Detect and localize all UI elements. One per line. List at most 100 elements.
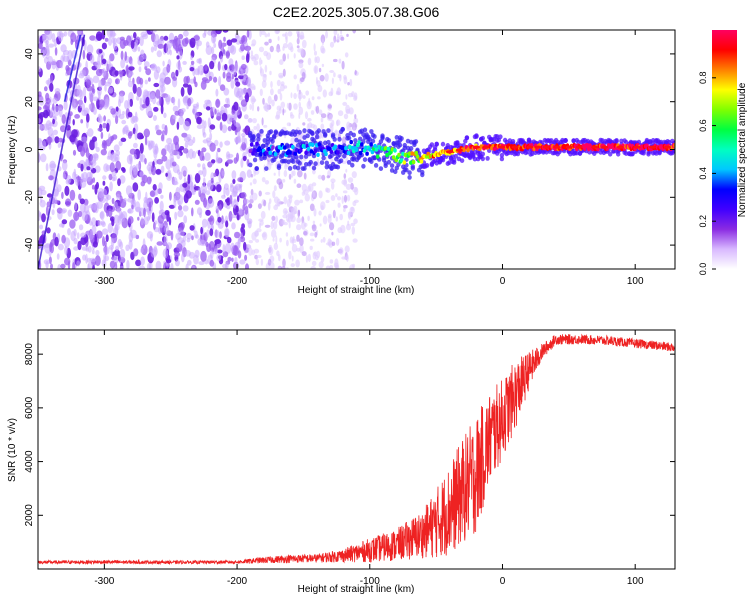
noise-blob bbox=[112, 175, 117, 181]
noise-blob bbox=[337, 202, 341, 208]
noise-blob bbox=[312, 191, 315, 198]
noise-blob bbox=[301, 221, 306, 230]
y-tick-label: 2000 bbox=[24, 504, 35, 527]
noise-blob bbox=[228, 58, 234, 66]
noise-blob bbox=[217, 147, 221, 153]
noise-blob bbox=[259, 30, 262, 37]
noise-blob bbox=[73, 211, 80, 221]
x-tick-label: -300 bbox=[94, 576, 114, 587]
noise-blob bbox=[298, 94, 301, 102]
noise-blob bbox=[54, 136, 60, 144]
noise-blob bbox=[328, 114, 333, 122]
noise-blob bbox=[90, 203, 97, 210]
x-tick-label: 100 bbox=[627, 276, 644, 287]
noise-blob bbox=[290, 114, 295, 119]
noise-blob bbox=[339, 213, 344, 221]
noise-blob bbox=[131, 204, 134, 210]
noise-blob bbox=[320, 205, 324, 211]
noise-blob bbox=[198, 170, 203, 176]
noise-blob bbox=[238, 75, 245, 80]
noise-blob bbox=[83, 95, 87, 104]
noise-blob bbox=[77, 30, 82, 36]
noise-blob bbox=[100, 149, 107, 156]
signal-core bbox=[391, 155, 396, 160]
noise-blob bbox=[127, 208, 132, 214]
noise-blob bbox=[191, 235, 194, 241]
signal-halo bbox=[313, 161, 318, 167]
noise-blob bbox=[226, 39, 233, 46]
noise-blob bbox=[346, 33, 349, 38]
x-tick-label: -200 bbox=[227, 576, 247, 587]
noise-blob bbox=[109, 162, 115, 173]
signal-halo bbox=[273, 130, 278, 136]
noise-blob bbox=[320, 113, 327, 119]
signal-core bbox=[324, 151, 328, 157]
noise-blob bbox=[189, 37, 196, 48]
noise-blob bbox=[38, 42, 43, 50]
noise-blob bbox=[299, 244, 304, 254]
noise-blob bbox=[110, 238, 115, 247]
signal-halo bbox=[370, 138, 376, 144]
noise-blob bbox=[120, 50, 124, 61]
noise-blob bbox=[62, 173, 67, 180]
noise-blob bbox=[282, 108, 285, 116]
signal-peak bbox=[498, 145, 506, 149]
noise-blob bbox=[165, 159, 172, 170]
spectrogram-x-label: Height of straight line (km) bbox=[298, 285, 415, 296]
noise-blob bbox=[256, 254, 262, 259]
signal-halo bbox=[616, 151, 621, 157]
noise-blob bbox=[156, 241, 164, 246]
signal-core bbox=[313, 148, 318, 154]
noise-blob bbox=[95, 146, 100, 153]
noise-blob bbox=[118, 113, 125, 120]
noise-blob bbox=[353, 117, 359, 124]
noise-blob bbox=[197, 238, 203, 246]
noise-blob bbox=[246, 169, 252, 178]
noise-blob bbox=[54, 47, 58, 56]
noise-blob bbox=[115, 150, 120, 157]
noise-blob bbox=[250, 86, 256, 91]
noise-blob bbox=[282, 178, 286, 183]
signal-halo bbox=[276, 163, 282, 169]
noise-blob bbox=[336, 87, 341, 96]
noise-blob bbox=[89, 230, 94, 241]
noise-blob bbox=[335, 129, 338, 138]
noise-blob bbox=[294, 199, 300, 206]
noise-blob bbox=[150, 30, 157, 33]
noise-blob bbox=[230, 79, 235, 89]
noise-blob bbox=[101, 142, 106, 149]
noise-blob bbox=[139, 170, 144, 177]
noise-blob bbox=[86, 85, 93, 92]
noise-blob bbox=[269, 70, 272, 76]
noise-blob bbox=[271, 99, 275, 107]
signal-halo bbox=[303, 154, 309, 159]
signal-core bbox=[354, 147, 359, 152]
noise-blob bbox=[273, 204, 279, 211]
noise-blob bbox=[79, 202, 86, 213]
noise-blob bbox=[278, 181, 284, 190]
noise-blob bbox=[95, 31, 103, 41]
noise-blob bbox=[231, 170, 237, 180]
noise-blob bbox=[296, 224, 302, 231]
noise-blob bbox=[301, 183, 308, 192]
noise-blob bbox=[215, 205, 220, 211]
noise-blob bbox=[175, 69, 179, 77]
noise-blob bbox=[51, 33, 56, 43]
noise-blob bbox=[157, 38, 165, 45]
noise-blob bbox=[148, 111, 153, 116]
noise-blob bbox=[261, 177, 266, 183]
noise-blob bbox=[205, 241, 209, 247]
noise-blob bbox=[216, 184, 222, 193]
noise-blob bbox=[99, 210, 105, 221]
noise-blob bbox=[140, 181, 146, 187]
signal-halo bbox=[362, 157, 368, 163]
noise-blob bbox=[87, 263, 90, 269]
noise-blob bbox=[248, 247, 253, 256]
noise-blob bbox=[189, 225, 195, 231]
signal-halo bbox=[311, 165, 317, 171]
noise-blob bbox=[226, 197, 231, 206]
noise-blob bbox=[95, 60, 102, 70]
noise-blob bbox=[210, 221, 214, 230]
signal-halo bbox=[480, 135, 485, 141]
